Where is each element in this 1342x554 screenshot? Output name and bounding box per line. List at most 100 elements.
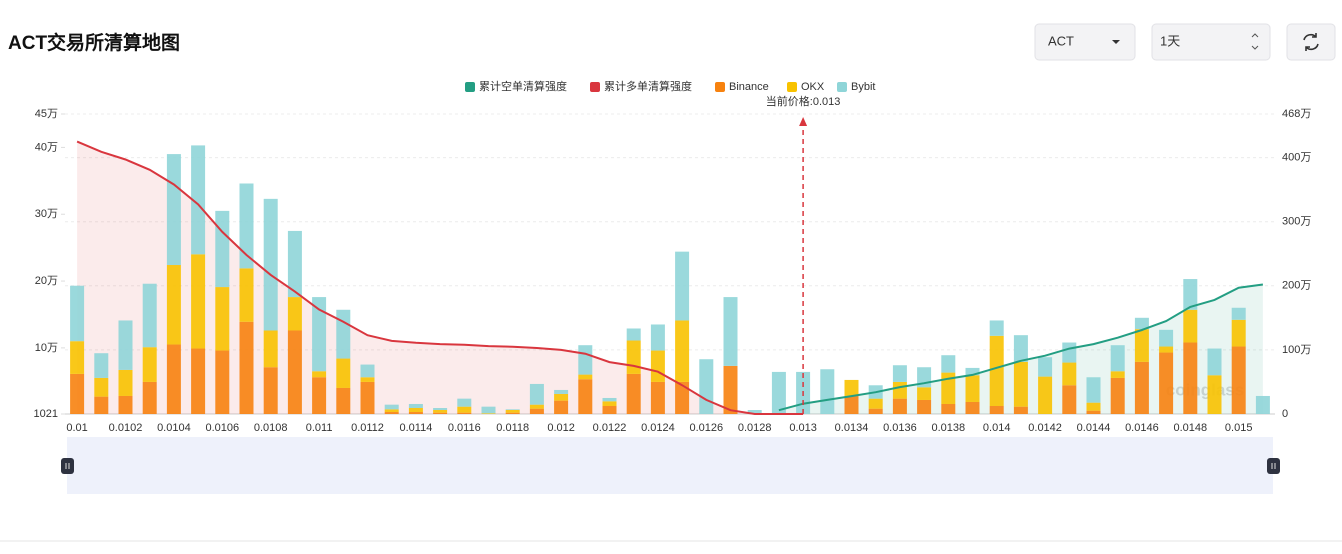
bar-segment xyxy=(239,321,254,414)
bar-segment xyxy=(1183,309,1198,343)
bar-segment xyxy=(626,340,641,374)
legend-swatch xyxy=(787,82,797,92)
x-tick-label: 0.0144 xyxy=(1077,422,1111,434)
bar-segment xyxy=(1183,342,1198,414)
x-tick-label: 0.0142 xyxy=(1028,422,1062,434)
line xyxy=(778,283,1264,412)
bar-segment xyxy=(723,297,738,366)
bar-segment xyxy=(1086,377,1101,403)
bar-segment xyxy=(408,408,423,413)
x-tick-label: 0.0128 xyxy=(738,422,772,434)
bar-segment xyxy=(650,350,665,382)
interval-select[interactable]: 1天 xyxy=(1151,23,1271,61)
bar-segment xyxy=(989,320,1004,336)
bar-segment xyxy=(312,377,327,414)
bar-segment xyxy=(892,398,907,414)
bar-segment xyxy=(336,387,351,414)
x-tick-label: 0.0116 xyxy=(448,422,481,434)
bar-segment xyxy=(433,410,448,413)
bar-segment xyxy=(892,365,907,382)
x-tick-label: 0.0108 xyxy=(254,422,288,434)
x-tick-label: 0.01 xyxy=(66,422,87,434)
bar-segment xyxy=(529,404,544,409)
bar-segment xyxy=(384,409,399,413)
bar-segment xyxy=(166,265,181,345)
x-tick-label: 0.015 xyxy=(1225,422,1253,434)
plot: 0 100万 200万 300万 400万 468万 1021 10万 20万 30万 40万 45万… xyxy=(34,79,1312,434)
bar-segment xyxy=(433,412,448,414)
bar-segment xyxy=(554,389,569,394)
bar-segment xyxy=(1013,406,1028,414)
bar-segment xyxy=(384,412,399,414)
interval-value: 1天 xyxy=(1160,33,1180,48)
bar-segment xyxy=(1207,348,1222,376)
bar-segment xyxy=(1134,329,1149,362)
symbol-select[interactable]: ACT xyxy=(1034,23,1136,61)
y2-tick-label: 300万 xyxy=(1282,216,1311,228)
bar-segment xyxy=(1013,361,1028,407)
y-tick-label: 30万 xyxy=(35,208,58,220)
bar-segment xyxy=(1159,329,1174,347)
x-tick-label: 0.0114 xyxy=(399,422,432,434)
bar-segment xyxy=(723,365,738,414)
bar-segment xyxy=(215,210,230,288)
x-tick-label: 0.012 xyxy=(547,422,575,434)
bar-segment xyxy=(142,381,157,414)
x-tick-label: 0.0106 xyxy=(205,422,239,434)
bar-segment xyxy=(941,372,956,404)
x-tick-label: 0.0134 xyxy=(835,422,869,434)
y-tick-label: 45万 xyxy=(35,108,58,120)
bar-segment xyxy=(191,254,206,349)
bar-segment xyxy=(70,341,85,374)
bar-segment xyxy=(481,406,496,414)
bar-segment xyxy=(408,403,423,409)
bar-segment xyxy=(917,399,932,414)
line-area xyxy=(77,141,804,414)
bar-segment xyxy=(239,183,254,269)
bar-segment xyxy=(917,387,932,400)
y-tick-label: 40万 xyxy=(35,141,58,153)
zoom-slider[interactable] xyxy=(61,437,1280,494)
bar-segment xyxy=(457,412,472,414)
x-tick-label: 0.0112 xyxy=(351,422,384,434)
bar-segment xyxy=(965,401,980,414)
bar-segment xyxy=(1255,395,1270,414)
bar-segment xyxy=(1062,385,1077,414)
legend-label: Bybit xyxy=(851,81,875,93)
bar-segment xyxy=(1062,362,1077,386)
y-tick-label: 20万 xyxy=(35,275,58,287)
bar-segment xyxy=(360,364,375,378)
current-price-arrow xyxy=(799,117,808,126)
bar-segment xyxy=(142,347,157,382)
bar-segment xyxy=(1134,361,1149,414)
bar-segment xyxy=(1086,410,1101,414)
bar-segment xyxy=(650,324,665,351)
bar-segment xyxy=(1207,375,1222,414)
bar-segment xyxy=(1231,307,1246,320)
y2-tick-label: 0 xyxy=(1282,408,1288,420)
bar-segment xyxy=(312,297,327,372)
x-tick-label: 0.0146 xyxy=(1125,422,1159,434)
y-tick-label: 1021 xyxy=(34,408,58,420)
bar-segment xyxy=(1110,345,1125,372)
bar-segment xyxy=(965,375,980,402)
bar-segment xyxy=(1062,342,1077,363)
legend-label: OKX xyxy=(801,81,825,93)
bar-segment xyxy=(675,320,690,382)
x-tick-label: 0.013 xyxy=(789,422,817,434)
bar-segment xyxy=(650,381,665,414)
bar-segment xyxy=(1231,319,1246,347)
bar-segment xyxy=(481,413,496,414)
refresh-button[interactable] xyxy=(1286,23,1336,61)
legend-swatch xyxy=(465,82,475,92)
current-price-label: 当前价格:0.013 xyxy=(766,94,841,108)
bar-segment xyxy=(1038,357,1053,377)
bar-segment xyxy=(118,369,133,396)
bar-segment xyxy=(844,379,859,396)
bar-segment xyxy=(1110,377,1125,414)
bar-segment xyxy=(941,403,956,414)
bar-segment xyxy=(433,408,448,411)
bar-segment xyxy=(941,355,956,373)
bar-segment xyxy=(626,373,641,414)
bar-segment xyxy=(1183,279,1198,310)
